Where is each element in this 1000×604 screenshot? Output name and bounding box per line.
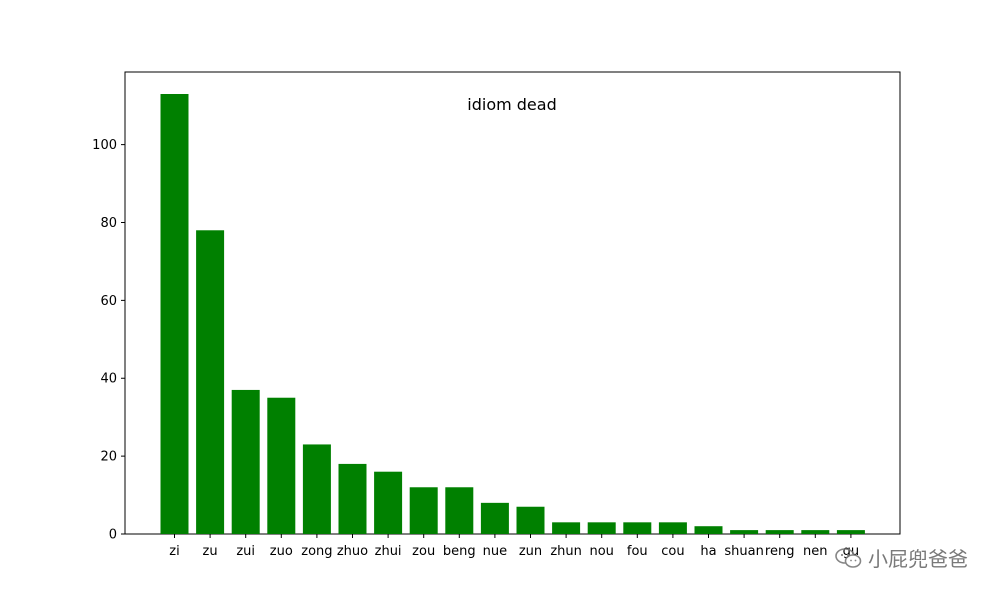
bar-zui	[231, 389, 260, 534]
x-tick-label-zhuo: zhuo	[337, 544, 368, 559]
x-tick-label-zun: zun	[519, 544, 542, 559]
x-tick-label-zi: zi	[169, 544, 179, 559]
x-tick-label-ha: ha	[700, 544, 716, 559]
bar-cou	[658, 522, 687, 534]
wechat-icon	[835, 547, 862, 568]
bar-beng	[445, 487, 474, 534]
bar-nue	[480, 502, 509, 534]
bar-zhuo	[338, 463, 367, 534]
bar-zun	[516, 506, 545, 534]
y-tick-label-60: 60	[100, 294, 117, 309]
x-tick-label-zu: zu	[203, 544, 218, 559]
x-tick-label-nou: nou	[589, 544, 613, 559]
y-axis: 0 20 40 60 80 100	[92, 138, 125, 543]
y-tick-label-20: 20	[100, 450, 117, 465]
bar-fou	[623, 522, 652, 534]
bar-zou	[409, 487, 438, 534]
x-tick-label-shuan: shuan	[724, 544, 763, 559]
y-tick-label-80: 80	[100, 216, 117, 231]
bar-shuan	[730, 530, 759, 534]
y-tick-label-40: 40	[100, 372, 117, 387]
bar-nou	[587, 522, 616, 534]
bar-zong	[302, 444, 331, 534]
x-axis: zi zu zui zuo zong zhuo zhui zou beng nue zun zhun n…	[169, 534, 859, 559]
bar-zu	[196, 230, 225, 534]
y-tick-label-100: 100	[92, 138, 117, 153]
x-tick-label-reng: reng	[765, 544, 795, 559]
x-tick-label-nen: nen	[803, 544, 827, 559]
x-tick-label-fou: fou	[627, 544, 648, 559]
x-tick-label-zhun: zhun	[550, 544, 582, 559]
bar-zhun	[552, 522, 581, 534]
chart-title: idiom dead	[467, 95, 556, 114]
bar-nen	[801, 530, 830, 534]
x-tick-label-cou: cou	[661, 544, 684, 559]
x-tick-label-zhui: zhui	[375, 544, 402, 559]
watermark-text: 小屁兜爸爸	[868, 547, 968, 571]
bar-zhui	[374, 471, 403, 534]
bar-ha	[694, 526, 723, 534]
bar-reng	[765, 530, 794, 534]
watermark: 小屁兜爸爸	[834, 543, 968, 572]
x-tick-label-zong: zong	[301, 544, 332, 559]
x-tick-label-zou: zou	[412, 544, 435, 559]
x-tick-label-beng: beng	[443, 544, 476, 559]
x-tick-label-zuo: zuo	[270, 544, 293, 559]
bars-group	[160, 94, 865, 534]
bar-zi	[160, 94, 189, 534]
bar-zuo	[267, 397, 296, 534]
bar-gu	[836, 530, 865, 534]
y-tick-label-0: 0	[109, 528, 117, 543]
x-tick-label-zui: zui	[236, 544, 255, 559]
x-tick-label-nue: nue	[483, 544, 507, 559]
